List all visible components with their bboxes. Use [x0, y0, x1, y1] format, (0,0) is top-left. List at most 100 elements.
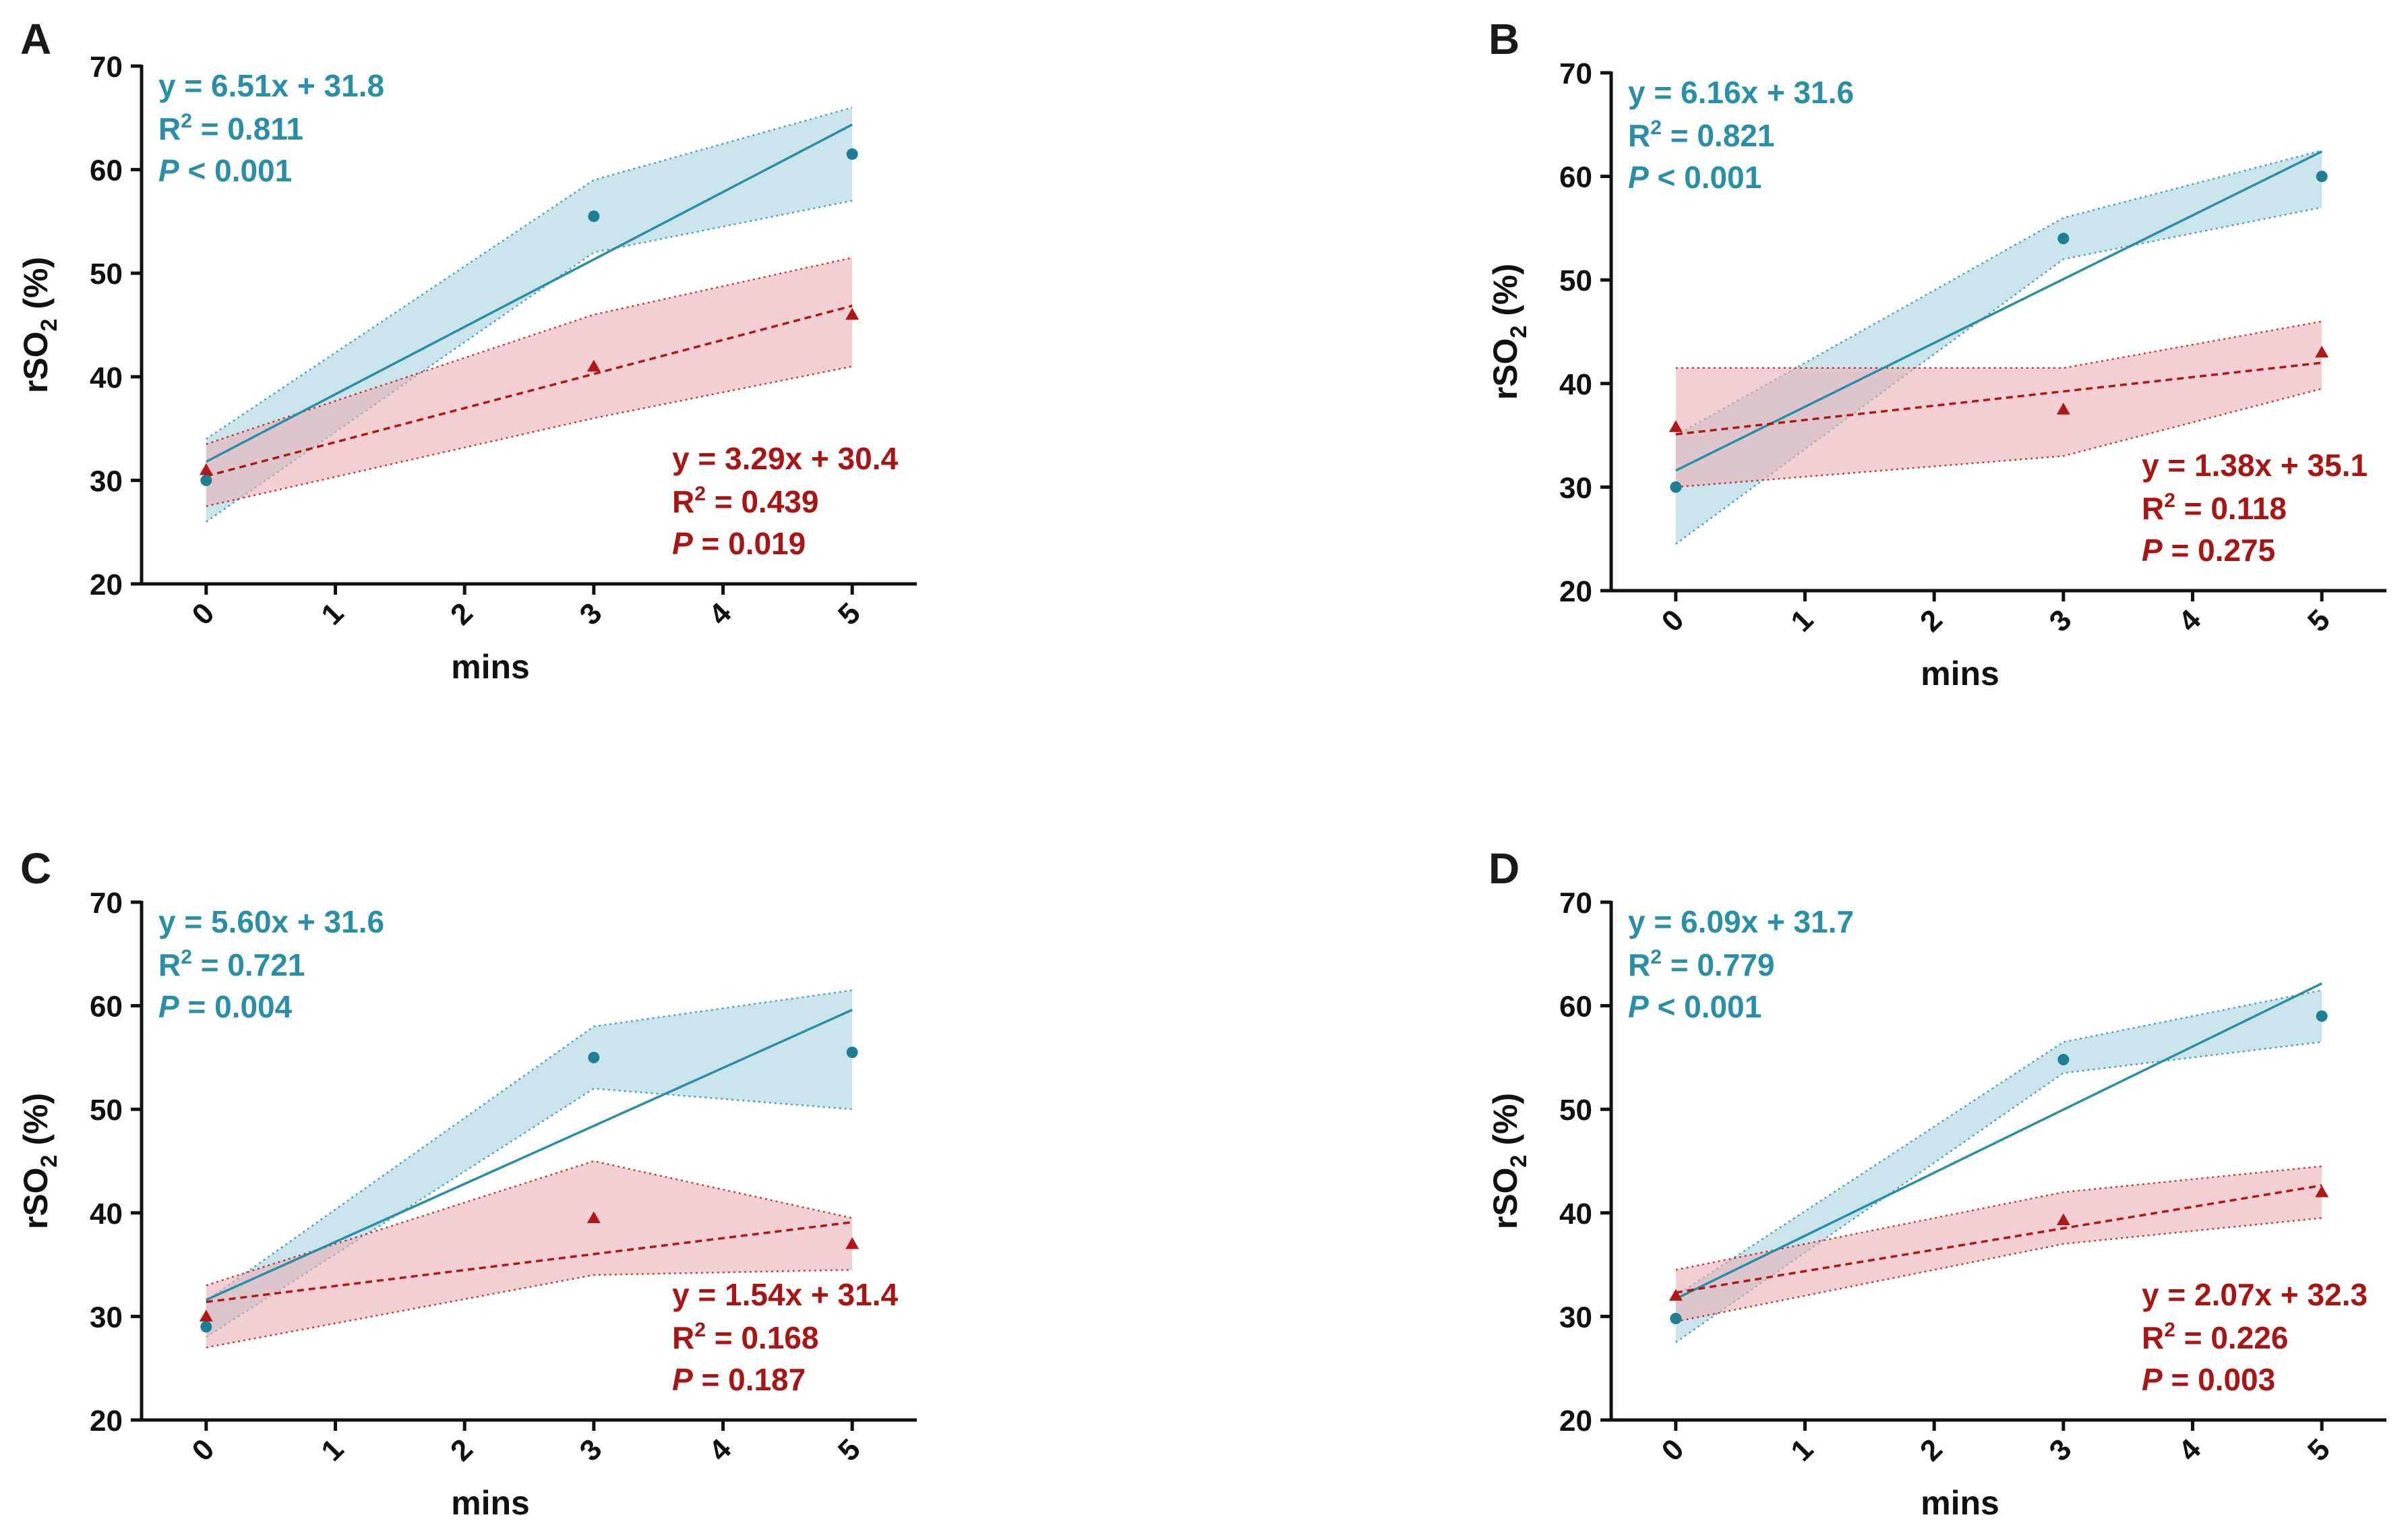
panel-label: B	[1488, 15, 1519, 63]
red-equation: y = 3.29x + 30.4	[672, 441, 898, 476]
blue-data-point	[588, 210, 600, 223]
red-annotation: y = 1.38x + 35.1 R2 = 0.118 P = 0.275	[2142, 448, 2368, 568]
blue-data-point	[588, 1051, 600, 1063]
y-tick-label: 50	[90, 258, 123, 291]
blue-data-point	[1670, 481, 1682, 493]
y-axis-title: rSO2 (%)	[17, 257, 62, 393]
y-tick-label: 30	[90, 465, 123, 498]
panel-a: A 20 30 40 50 60 70 0 1 2 3 4 5 mins rSO2 (%) y = 6.51x…	[17, 15, 917, 686]
blue-p-value: P < 0.001	[158, 153, 292, 188]
x-tick-label: 5	[2301, 603, 2337, 639]
y-tick-label: 40	[90, 1197, 123, 1231]
blue-data-point	[200, 474, 212, 486]
blue-band-lower-edge	[1675, 206, 2322, 545]
blue-annotation: y = 6.51x + 31.8 R2 = 0.811 P < 0.001	[158, 68, 384, 188]
blue-data-point	[2316, 1010, 2328, 1022]
red-band-lower-edge	[1675, 1217, 2322, 1323]
y-tick-label: 60	[1559, 161, 1592, 194]
y-tick-label: 20	[90, 568, 123, 601]
red-p-value: P = 0.019	[672, 526, 806, 561]
blue-data-point	[2057, 233, 2070, 245]
red-annotation: y = 2.07x + 32.3 R2 = 0.226 P = 0.003	[2142, 1277, 2368, 1397]
red-band-lower-edge	[206, 365, 853, 508]
red-fit-line	[206, 1220, 853, 1303]
red-band-upper-edge	[1675, 320, 2322, 369]
blue-confidence-band	[1675, 150, 2322, 544]
y-tick-label: 30	[90, 1301, 123, 1334]
y-tick-label: 40	[90, 361, 123, 394]
x-tick-label: 3	[2043, 1433, 2078, 1468]
x-tick-label: 5	[832, 597, 867, 632]
y-tick-label: 30	[1559, 471, 1592, 504]
blue-fit-line	[1675, 982, 2322, 1300]
red-confidence-band	[206, 1161, 853, 1348]
blue-annotation: y = 6.09x + 31.7 R2 = 0.779 P < 0.001	[1628, 904, 1854, 1024]
red-fit-line	[1675, 361, 2322, 436]
blue-equation: y = 6.16x + 31.6	[1628, 75, 1854, 110]
x-axis-title: mins	[451, 1484, 530, 1522]
red-confidence-band	[1675, 321, 2322, 487]
red-p-value: P = 0.187	[672, 1362, 806, 1397]
x-tick-label: 0	[1656, 1433, 1691, 1468]
y-axis-title: rSO2 (%)	[1486, 1093, 1532, 1229]
x-tick-label: 1	[1784, 603, 1819, 639]
x-tick-label: 0	[186, 597, 221, 632]
y-tick-label: 70	[90, 887, 123, 920]
red-equation: y = 2.07x + 32.3	[2142, 1277, 2368, 1312]
x-tick-label: 3	[574, 597, 609, 632]
y-tick-label: 20	[90, 1404, 123, 1438]
y-tick-label: 60	[1559, 990, 1592, 1024]
blue-p-value: P < 0.001	[1628, 160, 1762, 195]
x-tick-label: 4	[702, 596, 738, 631]
y-axis-title: rSO2 (%)	[17, 1093, 62, 1229]
y-tick-label: 50	[90, 1094, 123, 1127]
y-tick-label: 50	[1559, 264, 1592, 297]
blue-r-squared: R2 = 0.721	[158, 946, 305, 982]
x-tick-label: 3	[574, 1433, 609, 1468]
panel-c: C 20 30 40 50 60 70 0 1 2 3 4 5 mins rSO2 (%) y = 5.60x…	[17, 844, 917, 1522]
x-tick-label: 1	[315, 1433, 350, 1468]
red-annotation: y = 3.29x + 30.4 R2 = 0.439 P = 0.019	[672, 441, 898, 561]
y-tick-label: 70	[90, 51, 123, 84]
red-r-squared: R2 = 0.439	[672, 483, 818, 519]
blue-fit-line	[206, 123, 853, 463]
red-equation: y = 1.38x + 35.1	[2142, 448, 2368, 483]
x-tick-label: 4	[2172, 603, 2207, 638]
red-band-upper-edge	[1675, 1165, 2322, 1271]
red-data-point	[845, 1237, 860, 1249]
red-data-point	[2315, 1185, 2329, 1197]
x-tick-label: 1	[1784, 1433, 1819, 1468]
blue-equation: y = 6.09x + 31.7	[1628, 904, 1854, 939]
red-data-point	[199, 1309, 213, 1322]
red-equation: y = 1.54x + 31.4	[672, 1277, 898, 1312]
red-band-lower-edge	[206, 1269, 853, 1349]
y-axis-title: rSO2 (%)	[1486, 264, 1532, 400]
y-tick-label: 70	[1559, 57, 1592, 90]
x-tick-label: 0	[186, 1433, 221, 1468]
y-tick-label: 30	[1559, 1301, 1592, 1334]
panel-label: A	[20, 15, 51, 63]
blue-data-point	[2316, 171, 2328, 183]
blue-r-squared: R2 = 0.811	[158, 110, 303, 146]
x-tick-label: 5	[832, 1433, 867, 1468]
blue-fit-line	[206, 1009, 853, 1301]
blue-p-value: P < 0.001	[1628, 989, 1762, 1024]
red-data-point	[2056, 1213, 2070, 1226]
y-tick-label: 20	[1559, 575, 1592, 608]
red-confidence-band	[1675, 1166, 2322, 1322]
panel-label: C	[20, 844, 51, 893]
red-annotation: y = 1.54x + 31.4 R2 = 0.168 P = 0.187	[672, 1277, 898, 1397]
blue-data-point	[1670, 1312, 1682, 1324]
x-tick-label: 0	[1656, 603, 1691, 639]
red-r-squared: R2 = 0.118	[2142, 490, 2287, 526]
y-tick-label: 20	[1559, 1404, 1592, 1438]
blue-confidence-band	[206, 107, 853, 522]
blue-data-point	[200, 1321, 212, 1333]
red-data-point	[586, 359, 601, 372]
red-p-value: P = 0.275	[2142, 533, 2275, 568]
x-axis-title: mins	[1921, 655, 1999, 692]
red-fit-line	[206, 304, 853, 477]
blue-r-squared: R2 = 0.821	[1628, 117, 1774, 153]
y-tick-label: 70	[1559, 887, 1592, 920]
